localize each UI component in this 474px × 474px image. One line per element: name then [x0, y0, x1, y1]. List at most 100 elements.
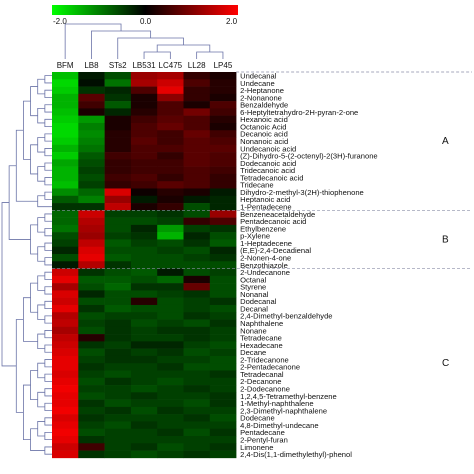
row-dendrogram-branch [37, 421, 45, 437]
heatmap-cell [157, 428, 184, 437]
row-label: Tetradecanoic acid [240, 173, 303, 182]
heatmap-cell [52, 385, 79, 393]
heatmap-cell [157, 319, 184, 328]
heatmap-cell [130, 72, 158, 80]
row-label: Naphthalene [240, 319, 283, 328]
row-label: Decanoic acid [240, 130, 288, 139]
heatmap-cell [52, 326, 79, 335]
heatmap-cell [209, 341, 237, 349]
row-label: 2-Undecanone [240, 268, 290, 277]
heatmap-cell [78, 443, 105, 451]
row-label: Tridecanoic acid [240, 166, 295, 175]
heatmap-cell [130, 385, 158, 393]
heatmap-cell [157, 159, 184, 167]
heatmap-cell [52, 130, 79, 138]
heatmap-cell [157, 450, 184, 459]
row-dendrogram-branch [44, 133, 52, 142]
heatmap-cell [78, 93, 105, 102]
heatmap-cell [104, 188, 132, 197]
heatmap-cell [78, 122, 105, 131]
heatmap-cell [209, 326, 237, 335]
heatmap-cell [183, 443, 211, 451]
heatmap-cell [52, 79, 79, 87]
heatmap-cell [104, 312, 132, 320]
heatmap-cell [157, 137, 184, 146]
heatmap-cell [183, 210, 211, 218]
heatmap-cell [104, 297, 132, 306]
heatmap-cell [209, 79, 237, 87]
heatmap-cell [130, 195, 158, 204]
row-dendrogram-branch [44, 162, 52, 171]
heatmap-cell [52, 268, 79, 277]
row-label: p-Xylene [240, 232, 270, 241]
heatmap-cell [209, 261, 237, 269]
heatmap-cell [130, 173, 158, 182]
row-dendrogram-branch [37, 108, 45, 124]
heatmap-cell [104, 86, 132, 95]
heatmap-cell [104, 181, 132, 189]
heatmap-cell [104, 159, 132, 167]
color-scale-min-label: -2.0 [53, 17, 67, 26]
row-dendrogram-branch [44, 191, 52, 200]
heatmap-cell [52, 144, 79, 153]
row-dendrogram-branch [44, 228, 52, 237]
column-label: STs2 [109, 61, 127, 70]
heatmap-cell [52, 261, 79, 269]
heatmap-cell [52, 224, 79, 233]
column-label: LB531 [132, 61, 156, 70]
heatmap-cell [209, 304, 237, 313]
color-scale-legend: -2.0 0.0 2.0 [52, 5, 238, 26]
heatmap-cell [78, 86, 105, 95]
heatmap-cell [104, 261, 132, 269]
heatmap-cell [104, 232, 132, 240]
heatmap-cell [78, 428, 105, 437]
heatmap-cell [130, 370, 158, 379]
heatmap-cell [157, 268, 184, 277]
heatmap-cell [78, 275, 105, 284]
heatmap-cell [157, 203, 184, 211]
heatmap-cell [104, 348, 132, 357]
column-label: LC475 [159, 61, 183, 70]
heatmap-cell [209, 385, 237, 393]
heatmap-cell [130, 246, 158, 255]
heatmap-cell [52, 93, 79, 102]
heatmap-cell [130, 304, 158, 313]
row-dendrogram-branch [44, 177, 52, 186]
row-label: 1,2,4,5-Tetramethyl-benzene [240, 392, 337, 401]
heatmap-cell [209, 93, 237, 102]
heatmap-cell [209, 355, 237, 364]
heatmap-cell [104, 115, 132, 124]
heatmap-cell [104, 144, 132, 153]
heatmap-cell [157, 290, 184, 298]
heatmap-cell [157, 101, 184, 109]
heatmap-cell [52, 319, 79, 328]
heatmap-cell [130, 341, 158, 349]
heatmap-cell [130, 283, 158, 291]
row-label: Undecanoic acid [240, 144, 296, 153]
heatmap-cell [52, 297, 79, 306]
heatmap-cell [52, 283, 79, 291]
heatmap-cell [183, 283, 211, 291]
heatmap-cell [157, 166, 184, 175]
heatmap-cell [78, 210, 105, 218]
heatmap-cell [78, 152, 105, 160]
heatmap-cell [52, 203, 79, 211]
heatmap-cell [130, 210, 158, 218]
heatmap-cell [183, 159, 211, 167]
heatmap-cell [157, 130, 184, 138]
row-dendrogram-branch [30, 144, 38, 175]
heatmap-cell [183, 268, 211, 277]
heatmap-cell [52, 436, 79, 444]
heatmap-cell [78, 246, 105, 255]
row-label: Styrene [240, 283, 266, 292]
heatmap-cell [183, 195, 211, 204]
heatmap-cell [209, 406, 237, 415]
heatmap-cell [130, 268, 158, 277]
row-dendrogram-branch [44, 104, 52, 113]
heatmap-cell [183, 246, 211, 255]
column-dendrogram-branch [117, 37, 184, 59]
column-dendrogram-branch [143, 51, 171, 59]
heatmap-cell [157, 443, 184, 451]
row-dendrogram-branch [44, 242, 52, 251]
heatmap-cell [157, 72, 184, 80]
